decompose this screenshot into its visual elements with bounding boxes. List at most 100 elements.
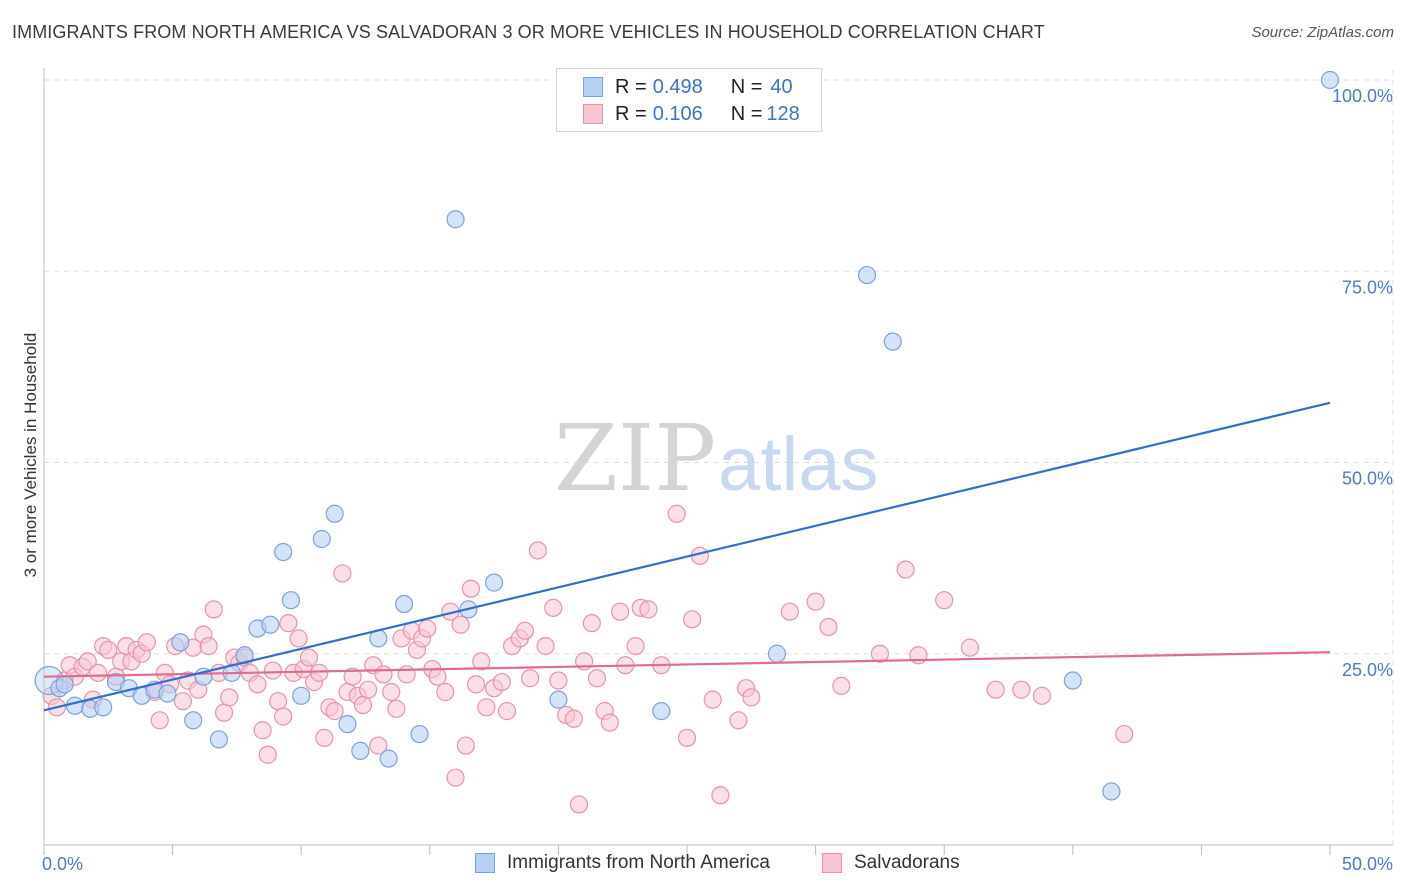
y-tick-label: 75.0%	[1342, 277, 1393, 297]
salvadoran-point	[289, 629, 308, 648]
legend-n-value: 128	[766, 102, 800, 125]
north-america-point	[209, 730, 228, 749]
y-tick-label: 25.0%	[1342, 660, 1393, 680]
salvadoran-point	[220, 688, 239, 707]
watermark-atlas: atlas	[718, 422, 879, 507]
axes	[43, 68, 1393, 855]
north-america-point	[1063, 671, 1082, 690]
salvadoran-point	[204, 600, 223, 619]
north-america-point	[65, 696, 84, 715]
salvadoran-point	[315, 728, 334, 748]
salvadoran-point	[387, 699, 406, 718]
salvadoran-point	[137, 633, 156, 652]
y-tick-label: 100.0%	[1332, 86, 1393, 106]
salvadoran-point	[742, 688, 761, 707]
legend-n-label: N =	[730, 75, 763, 98]
salvadoran-point	[325, 702, 344, 721]
north-america-point	[312, 529, 331, 549]
north-america-point	[274, 542, 293, 562]
x-tick-label: 0.0%	[42, 854, 83, 874]
legend-row-pink: R = 0.106 N = 128	[583, 101, 800, 127]
north-america-point	[379, 749, 398, 768]
legend-r-label: R =	[615, 102, 647, 125]
salvadoran-point	[253, 721, 272, 740]
salvadoran-point	[310, 663, 329, 682]
salvadoran-point	[428, 667, 447, 686]
salvadoran-point	[173, 692, 192, 711]
salvadoran-point	[466, 675, 486, 694]
north-america-point	[325, 504, 344, 523]
salvadoran-point	[343, 667, 362, 686]
north-america-point	[1102, 782, 1121, 801]
legend-n-value: 40	[770, 75, 793, 98]
series-legend: Immigrants from North America Salvadoran…	[0, 852, 1406, 878]
salvadoran-point	[263, 661, 283, 680]
north-america-point	[235, 646, 254, 665]
grid-lines	[44, 70, 1394, 845]
salvadoran-point	[1012, 680, 1031, 699]
source-credit: Source: ZipAtlas.com	[1251, 24, 1394, 41]
salvadoran-point	[600, 713, 619, 732]
salvadoran-point	[544, 598, 563, 617]
north-america-point	[338, 715, 357, 734]
salvadoran-point	[446, 768, 465, 787]
salvadoran-point	[935, 591, 954, 610]
salvadoran-point	[515, 621, 535, 640]
series-label-blue: Immigrants from North America	[507, 852, 770, 873]
north-america-point	[549, 690, 568, 709]
salvadoran-point	[683, 610, 702, 629]
salvadoran-point	[492, 672, 511, 692]
salvadoran-point	[199, 636, 218, 656]
salvadoran-point	[268, 692, 288, 711]
salvadoran-point	[397, 665, 416, 684]
north-america-point	[158, 684, 177, 703]
stats-legend: R = 0.498 N = 40 R = 0.106 N = 128	[556, 68, 822, 132]
salvadoran-point	[456, 736, 475, 755]
north-america-point	[446, 210, 465, 229]
salvadoran-point	[1115, 724, 1134, 744]
legend-r-label: R =	[615, 75, 647, 98]
chart-title: IMMIGRANTS FROM NORTH AMERICA VS SALVADO…	[12, 22, 1045, 42]
salvadoran-point	[986, 680, 1005, 699]
salvadoran-point	[333, 564, 352, 583]
salvadoran-point	[353, 695, 373, 715]
salvadoran-point	[896, 560, 915, 579]
salvadoran-point	[711, 786, 730, 805]
series-swatch-blue	[475, 853, 495, 873]
salvadoran-point	[78, 652, 97, 671]
salvadoran-point	[639, 600, 658, 619]
salvadoran-point	[677, 728, 697, 748]
legend-swatch-blue	[583, 77, 603, 97]
salvadoran-point	[582, 614, 601, 633]
series-legend-pink: Salvadorans	[822, 852, 960, 874]
north-america-point	[767, 644, 787, 663]
salvadoran-point	[832, 676, 851, 695]
salvadoran-point	[279, 614, 298, 633]
x-tick-label: 50.0%	[1342, 854, 1393, 874]
legend-r-value: 0.106	[652, 102, 703, 125]
salvadoran-point	[626, 636, 645, 656]
salvadoran-point	[960, 638, 980, 657]
north-america-point	[261, 615, 280, 634]
series-swatch-pink	[822, 853, 842, 873]
north-america-point	[485, 573, 504, 592]
salvadorans-trend-line	[43, 651, 1331, 678]
salvadoran-point	[99, 640, 118, 660]
trend-lines	[43, 401, 1331, 712]
tick-labels: 25.0% 50.0% 75.0% 100.0% 0.0% 50.0%	[42, 86, 1393, 874]
salvadoran-point	[1032, 686, 1052, 705]
north-america-trend-line	[43, 401, 1331, 712]
north-america-point	[281, 591, 301, 610]
salvadoran-point	[477, 698, 496, 717]
salvadoran-point	[549, 671, 568, 690]
salvadoran-point	[729, 711, 748, 730]
north-america-point	[351, 741, 370, 761]
y-axis-title: 3 or more Vehicles in Household	[21, 333, 40, 578]
salvadoran-point	[88, 663, 108, 682]
salvadoran-point	[521, 669, 540, 688]
salvadoran-point	[358, 680, 378, 699]
legend-swatch-pink	[583, 104, 603, 124]
salvadoran-point	[374, 665, 393, 684]
north-america-point	[857, 265, 877, 285]
